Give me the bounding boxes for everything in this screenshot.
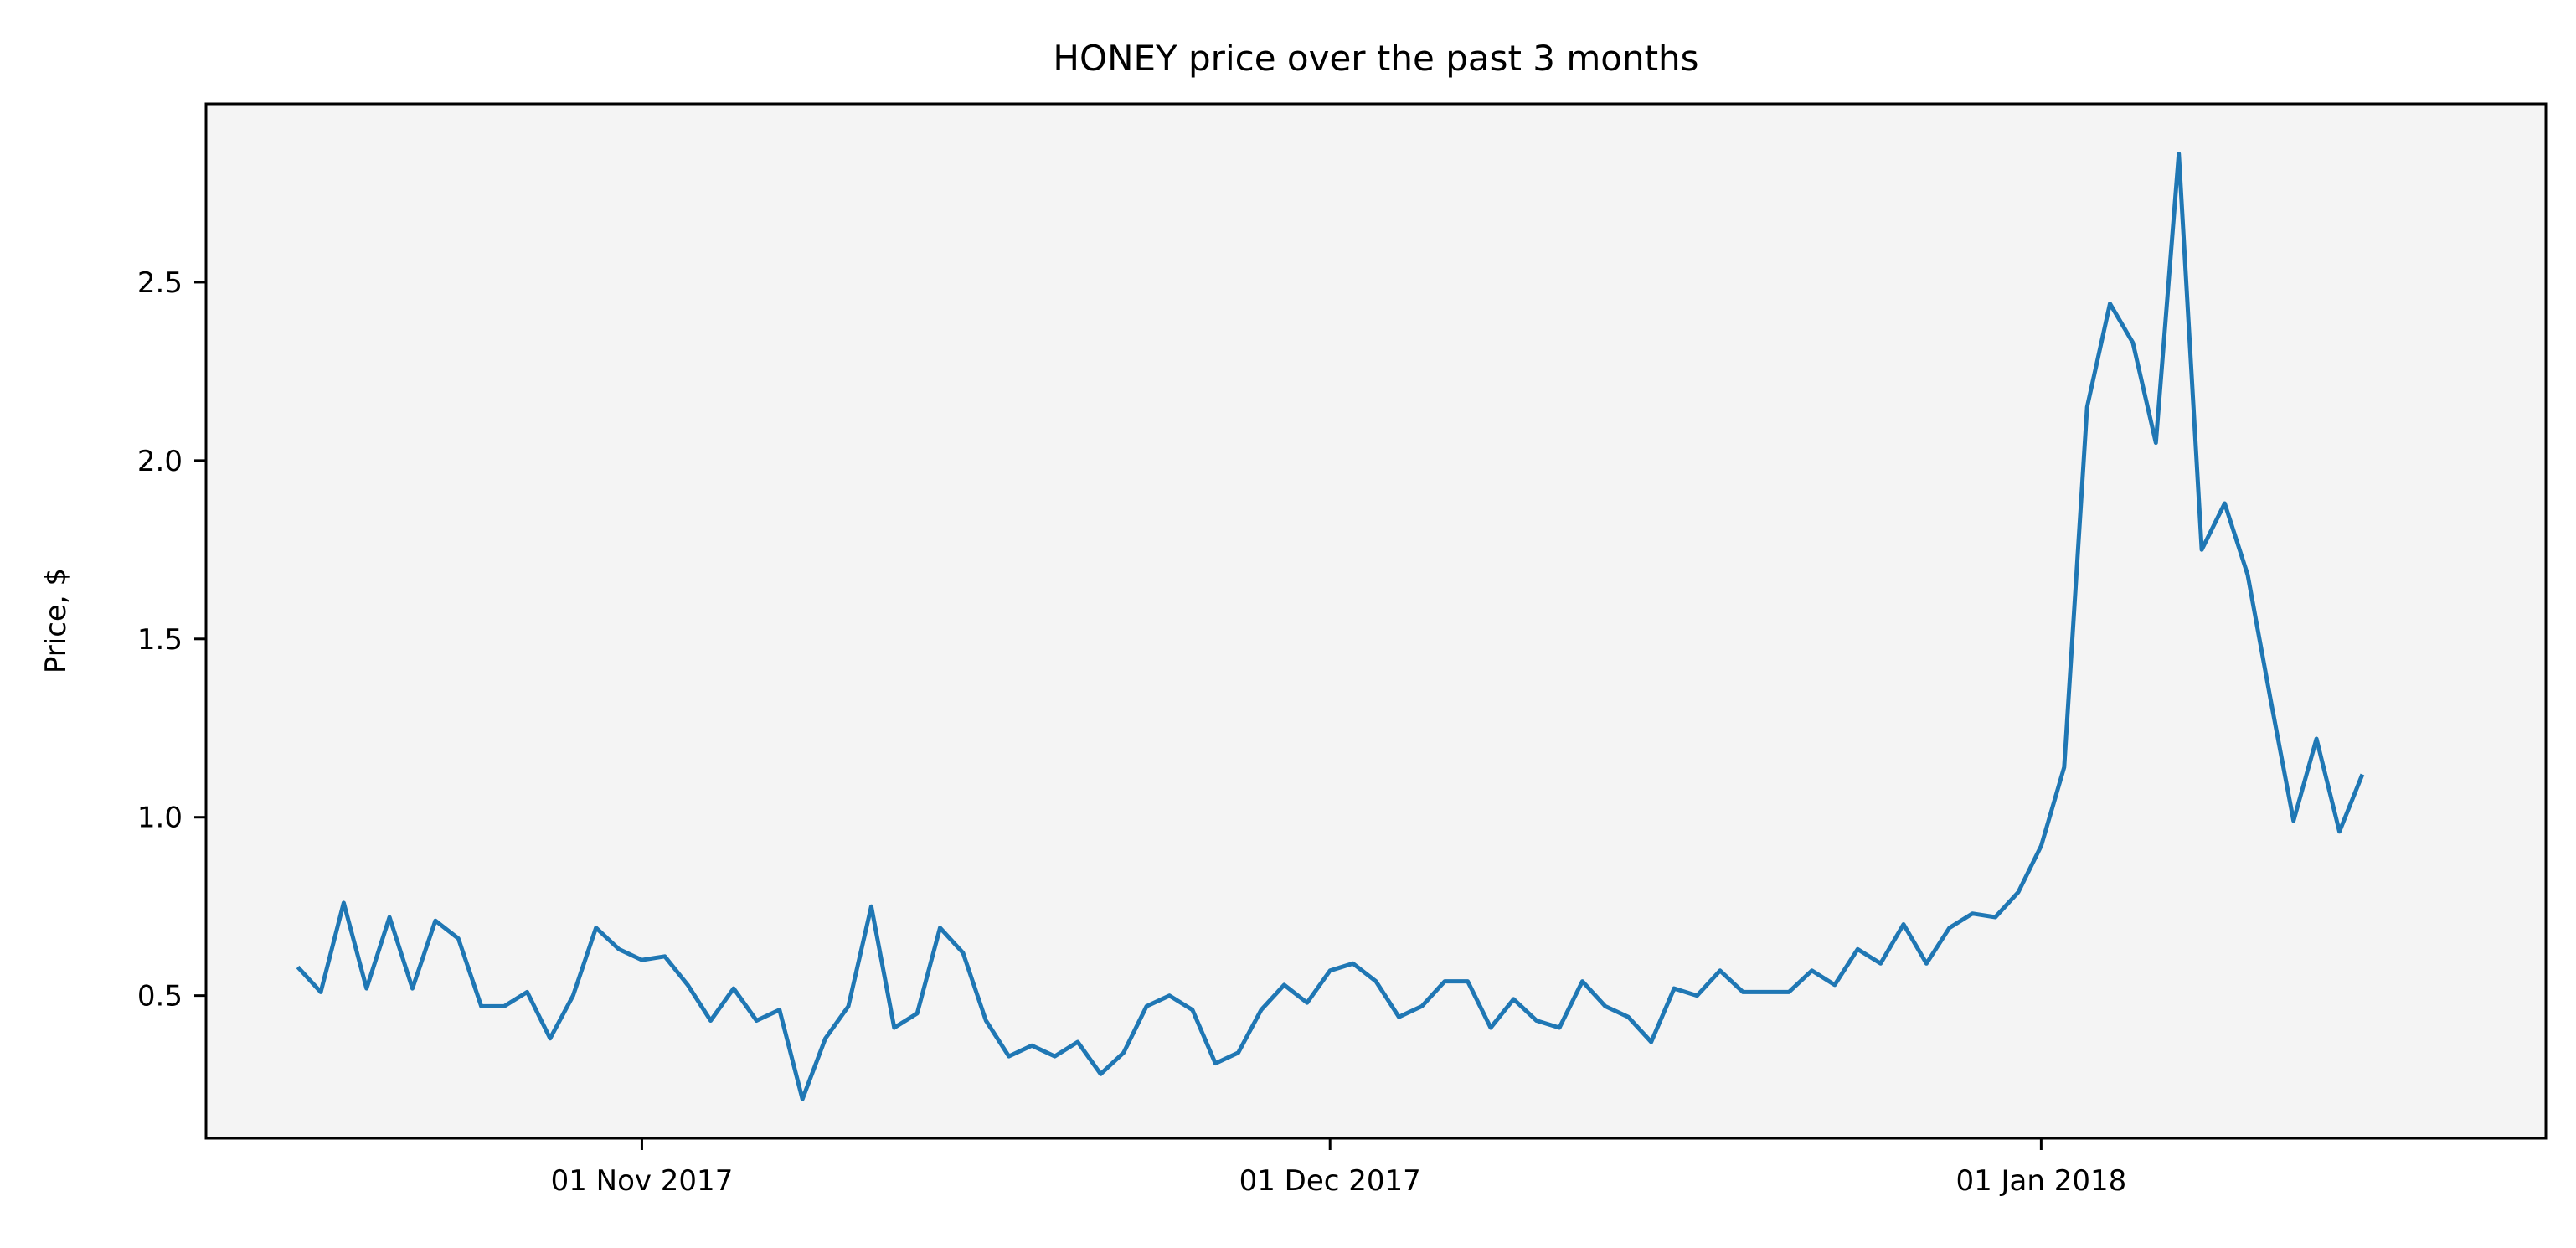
chart-title: HONEY price over the past 3 months <box>1053 38 1698 79</box>
y-axis-label: Price, $ <box>39 568 73 673</box>
y-axis: 0.5 1.0 1.5 2.0 2.5 <box>137 266 206 1013</box>
plot-area <box>206 104 2546 1138</box>
x-tick-label: 01 Jan 2018 <box>1955 1164 2126 1198</box>
series-layer <box>296 152 2365 1101</box>
y-tick-label: 1.5 <box>137 623 183 657</box>
y-tick-label: 2.5 <box>137 266 183 300</box>
y-tick-label: 2.0 <box>137 445 183 478</box>
y-tick-label: 0.5 <box>137 980 183 1013</box>
x-tick-label: 01 Nov 2017 <box>551 1164 734 1198</box>
x-tick-label: 01 Dec 2017 <box>1239 1164 1421 1198</box>
x-axis: 01 Nov 2017 01 Dec 2017 01 Jan 2018 <box>551 1138 2126 1198</box>
y-tick-label: 1.0 <box>137 802 183 835</box>
series-line-0 <box>296 152 2365 1101</box>
plot-frame <box>204 102 2548 1140</box>
